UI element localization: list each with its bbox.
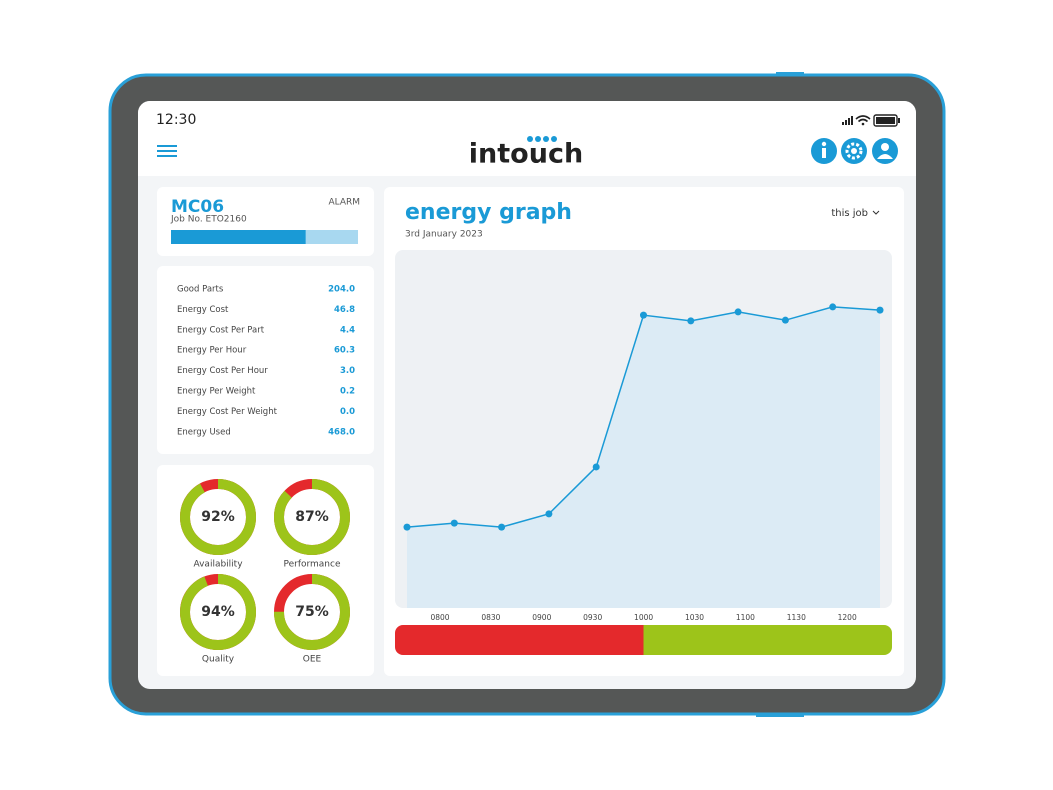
metric-label: Energy Per Hour [177,346,247,356]
energy-point [498,523,506,531]
logo: intouch [469,139,583,170]
energy-point [829,303,837,311]
metric-value: 468.0 [328,427,355,437]
status-icons [842,114,900,127]
gauge-value: 75% [295,604,329,620]
energy-point [734,308,742,316]
status-segment [643,625,892,655]
metric-label: Energy Per Weight [177,387,256,397]
metric-value: 4.4 [340,325,355,335]
x-tick-label: 0800 [430,613,449,622]
energy-point [876,306,884,314]
metric-value: 0.2 [340,387,355,397]
time: 12:30 [156,112,196,128]
energy-point [781,316,789,324]
x-tick-label: 1200 [838,613,857,622]
x-tick-label: 0930 [583,613,602,622]
metric-label: Energy Cost Per Weight [177,407,278,417]
gauge-value: 94% [201,604,235,620]
x-tick-label: 1100 [736,613,755,622]
gauge-arc [180,574,256,650]
gauge-name: OEE [303,655,322,665]
metric-value: 60.3 [334,346,355,356]
metric-label: Good Parts [177,285,224,295]
gauge-name: Performance [283,560,340,570]
gauge-name: Availability [193,560,243,570]
progress-fill [171,230,306,244]
gauge-value: 87% [295,509,329,525]
x-tick-label: 1130 [787,613,806,622]
gauge-name: Quality [202,655,235,665]
gauge-arc [180,479,256,555]
energy-point [403,523,411,531]
gauge-arc [274,479,350,555]
graph-date: 3rd January 2023 [405,230,483,240]
machine-name: MC06 [171,197,224,217]
metric-value: 3.0 [340,366,355,376]
graph-title: energy graph [405,200,572,225]
energy-area [407,306,880,608]
status-segment [395,625,644,655]
header [138,101,916,176]
metric-label: Energy Cost Per Hour [177,366,268,376]
filter-dropdown[interactable]: this job [831,208,868,219]
x-tick-label: 0830 [481,613,500,622]
x-tick-label: 0900 [532,613,551,622]
settings-button[interactable] [841,138,867,164]
energy-point [592,463,600,471]
gauge-value: 92% [201,509,235,525]
gauge-arc [274,574,350,650]
job-number: Job No. ETO2160 [170,215,247,225]
dropdown-arrow [872,210,880,215]
machine-state: ALARM [328,198,360,208]
gauges-card [157,465,374,676]
energy-point [545,510,553,518]
menu-button[interactable] [157,145,177,157]
energy-point [640,311,647,319]
frame-button [756,713,804,717]
user-button[interactable] [872,138,898,164]
energy-point [450,519,458,527]
x-tick-label: 1030 [685,613,704,622]
metrics-card [157,266,374,454]
energy-point [687,317,695,325]
x-tick-label: 1000 [634,613,653,622]
metric-value: 0.0 [340,407,355,417]
metric-value: 204.0 [328,285,355,295]
metric-value: 46.8 [334,305,355,315]
metric-label: Energy Cost [177,305,229,315]
metric-label: Energy Cost Per Part [177,325,265,335]
info-button[interactable] [811,138,837,164]
logo-dots [527,136,557,142]
frame-button [776,72,804,76]
metric-label: Energy Used [177,427,231,437]
